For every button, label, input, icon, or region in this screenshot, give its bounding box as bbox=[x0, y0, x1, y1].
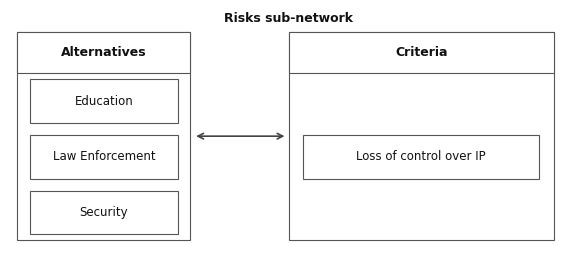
Bar bbox=[17, 32, 190, 73]
Text: Law Enforcement: Law Enforcement bbox=[53, 150, 155, 163]
Text: Education: Education bbox=[74, 95, 133, 108]
Bar bbox=[30, 191, 178, 234]
Bar bbox=[17, 32, 190, 240]
Bar bbox=[303, 135, 539, 179]
Text: Alternatives: Alternatives bbox=[61, 46, 147, 59]
Bar bbox=[288, 32, 554, 240]
Text: Loss of control over IP: Loss of control over IP bbox=[357, 150, 486, 163]
Bar bbox=[30, 135, 178, 179]
Text: Risks sub-network: Risks sub-network bbox=[224, 12, 353, 25]
Text: Criteria: Criteria bbox=[395, 46, 447, 59]
Text: Security: Security bbox=[80, 206, 128, 219]
Bar bbox=[288, 32, 554, 73]
Bar bbox=[30, 79, 178, 123]
